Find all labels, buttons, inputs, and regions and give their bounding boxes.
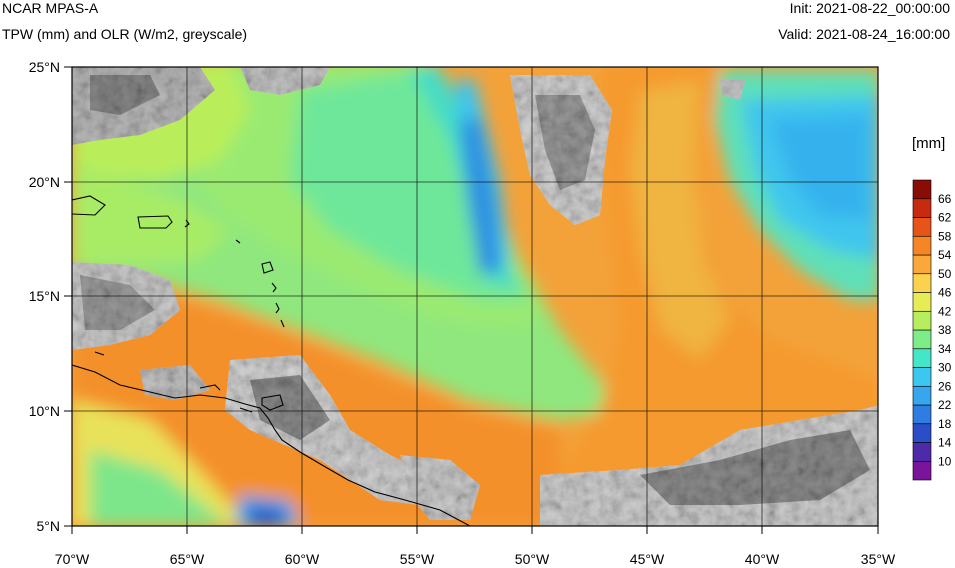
colorbar-swatch xyxy=(912,310,932,331)
init-time: Init: 2021-08-22_00:00:00 xyxy=(789,0,950,16)
colorbar-swatch xyxy=(912,273,932,293)
colorbar-swatch xyxy=(912,254,932,275)
colorbar-swatch xyxy=(912,423,932,443)
colorbar-swatch xyxy=(912,367,932,387)
lon-label-60w: 60°W xyxy=(285,551,320,567)
lon-label-55w: 55°W xyxy=(400,551,435,567)
colorbar-level-label: 22 xyxy=(938,398,952,412)
colorbar-swatch xyxy=(912,385,932,406)
colorbar-level-label: 30 xyxy=(938,361,952,375)
lon-label-40w: 40°W xyxy=(745,551,780,567)
colorbar-level-label: 54 xyxy=(938,248,952,262)
colorbar-level-label: 58 xyxy=(938,229,952,243)
colorbar-level-label: 38 xyxy=(938,323,952,337)
colorbar-swatch xyxy=(912,217,932,237)
lon-label-50w: 50°W xyxy=(515,551,550,567)
colorbar-swatch xyxy=(912,460,932,481)
colorbar-swatch xyxy=(912,179,932,200)
lat-label-10n: 10°N xyxy=(29,403,60,419)
colorbar-level-label: 62 xyxy=(938,211,952,225)
lon-label-35w: 35°W xyxy=(861,551,896,567)
colorbar-level-label: 50 xyxy=(938,267,952,281)
lon-label-45w: 45°W xyxy=(630,551,665,567)
colorbar-swatch xyxy=(912,235,932,256)
colorbar-swatch xyxy=(912,442,932,462)
coastlines xyxy=(72,195,471,526)
lat-label-25n: 25°N xyxy=(29,59,60,75)
lon-label-70w: 70°W xyxy=(55,551,90,567)
colorbar-swatch xyxy=(912,348,932,368)
colorbar: 10 14 18 22 26 30 34 38 42 46 50 54 58 62 66 xyxy=(912,179,952,481)
colorbar-level-label: 18 xyxy=(938,417,952,431)
tpw-field xyxy=(72,67,878,526)
lat-label-20n: 20°N xyxy=(29,174,60,190)
colorbar-level-label: 26 xyxy=(938,379,952,393)
gridlines xyxy=(72,67,878,526)
colorbar-swatch xyxy=(912,329,932,350)
lon-labels: 70°W 65°W 60°W 55°W 50°W 45°W 40°W 35°W xyxy=(55,551,896,567)
lat-label-15n: 15°N xyxy=(29,288,60,304)
colorbar-level-label: 46 xyxy=(938,286,952,300)
tick-marks xyxy=(64,66,879,534)
map-title: NCAR MPAS-A xyxy=(2,0,99,16)
colorbar-level-label: 10 xyxy=(938,454,952,468)
lon-label-65w: 65°W xyxy=(170,551,205,567)
lat-labels: 25°N 20°N 15°N 10°N 5°N xyxy=(29,59,60,534)
colorbar-swatch xyxy=(912,292,932,312)
colorbar-swatch xyxy=(912,404,932,425)
valid-time: Valid: 2021-08-24_16:00:00 xyxy=(778,26,950,42)
colorbar-level-label: 42 xyxy=(938,304,952,318)
colorbar-swatch xyxy=(912,198,932,218)
lat-label-5n: 5°N xyxy=(37,518,61,534)
colorbar-level-label: 14 xyxy=(938,436,952,450)
colorbar-level-label: 34 xyxy=(938,342,952,356)
olr-clouds xyxy=(72,67,878,526)
colorbar-level-label: 66 xyxy=(938,192,952,206)
map-subtitle: TPW (mm) and OLR (W/m2, greyscale) xyxy=(2,26,248,42)
colorbar-unit-label: [mm] xyxy=(912,135,945,152)
